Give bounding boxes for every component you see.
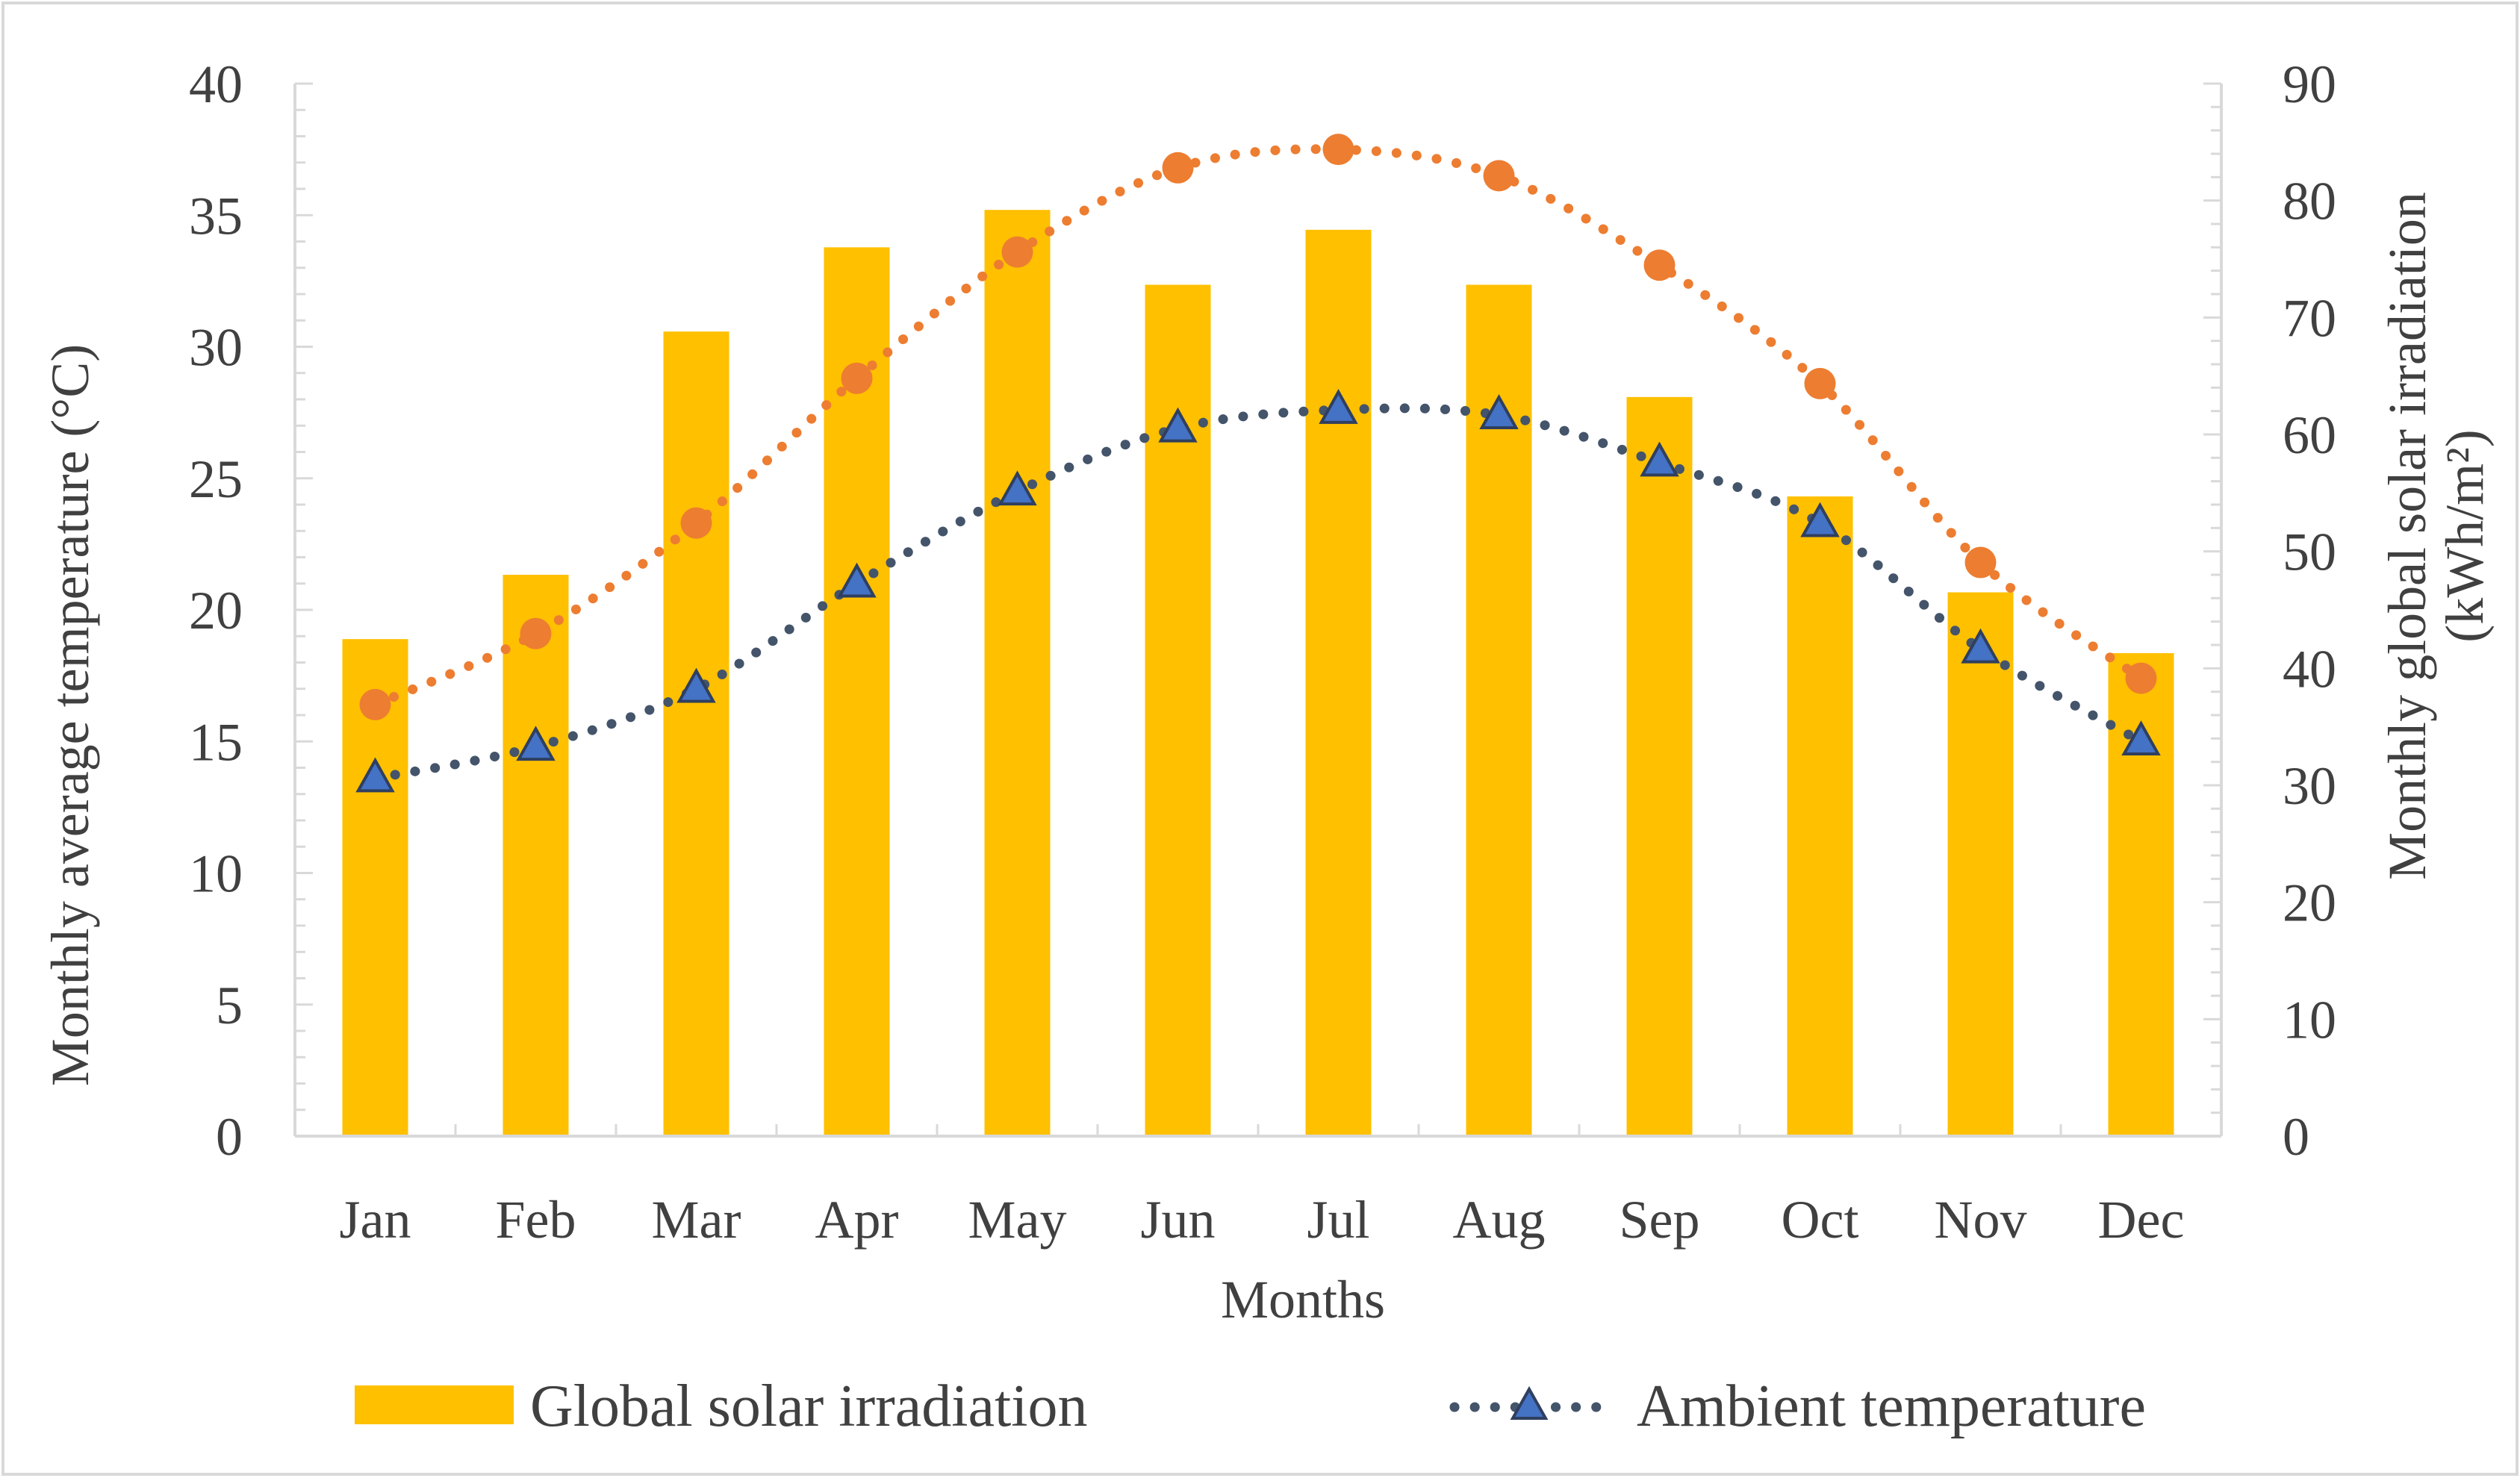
legend-label-ambient: Ambient temperature	[1637, 1374, 2146, 1439]
right-tick-label: 70	[2283, 288, 2336, 348]
legend: Global solar irradiation Ambient tempera…	[355, 1374, 2146, 1439]
right-tick-label: 90	[2283, 54, 2336, 114]
point-ambient-jan	[355, 757, 395, 793]
point-ambient-mar	[676, 667, 716, 703]
bar-mar	[663, 331, 729, 1137]
x-tick-label-dec: Dec	[2098, 1190, 2185, 1250]
legend-swatch-ambient-marker	[1510, 1385, 1549, 1420]
right-tick-label: 20	[2283, 873, 2336, 933]
point-orange-feb	[520, 617, 552, 649]
left-tick-label: 5	[216, 976, 243, 1035]
bar-jul	[1305, 229, 1372, 1136]
point-orange-oct	[1804, 367, 1836, 399]
point-ambient-dec	[2121, 720, 2161, 756]
left-tick-label: 0	[216, 1107, 243, 1167]
left-tick-label: 30	[189, 318, 243, 378]
point-orange-nov	[1964, 546, 1997, 579]
x-tick-label-jun: Jun	[1140, 1190, 1215, 1250]
x-tick-label-feb: Feb	[496, 1190, 576, 1250]
right-tick-label: 80	[2283, 172, 2336, 231]
left-tick-label: 35	[189, 186, 243, 246]
point-ambient-apr	[837, 562, 877, 598]
bar-may	[984, 210, 1051, 1137]
point-ambient-jun	[1158, 407, 1198, 443]
x-tick-label-jan: Jan	[340, 1190, 411, 1250]
left-tick-label: 20	[189, 581, 243, 640]
x-tick-label-may: May	[968, 1190, 1067, 1250]
point-orange-apr	[841, 362, 873, 394]
point-ambient-jul	[1319, 389, 1358, 424]
left-tick-label: 15	[189, 712, 243, 772]
right-tick-label: 50	[2283, 523, 2336, 582]
left-tick-label: 10	[189, 844, 243, 904]
point-orange-jun	[1162, 152, 1194, 184]
bar-jan	[342, 639, 408, 1136]
point-ambient-sep	[1640, 441, 1679, 477]
point-ambient-aug	[1479, 394, 1519, 429]
line-orange	[370, 144, 2146, 710]
bar-oct	[1787, 496, 1853, 1136]
bar-sep	[1626, 396, 1693, 1136]
left-tick-label: 40	[189, 54, 243, 114]
bar-feb	[503, 575, 569, 1136]
right-tick-label: 0	[2283, 1107, 2309, 1167]
legend-label-irradiation: Global solar irradiation	[530, 1374, 1087, 1439]
x-tick-label-apr: Apr	[815, 1190, 899, 1250]
point-orange-aug	[1483, 160, 1515, 192]
bar-apr	[824, 247, 890, 1136]
x-tick-label-mar: Mar	[652, 1190, 741, 1250]
legend-swatch-irradiation	[355, 1385, 514, 1424]
right-tick-label: 10	[2283, 990, 2336, 1050]
point-orange-mar	[680, 507, 712, 539]
x-tick-label-nov: Nov	[1935, 1190, 2027, 1250]
right-axis-title-line1: Monthly global solar irradiation	[2377, 192, 2437, 880]
x-axis-title: Months	[1221, 1270, 1385, 1329]
point-ambient-oct	[1800, 502, 1840, 537]
x-tick-label-sep: Sep	[1620, 1190, 1700, 1250]
point-ambient-may	[998, 470, 1037, 506]
bar-nov	[1947, 592, 2014, 1136]
point-ambient-nov	[1961, 628, 2000, 664]
right-tick-label: 40	[2283, 639, 2336, 699]
point-orange-jan	[359, 688, 391, 720]
left-axis-title: Monthly average temperature (°C)	[40, 344, 100, 1086]
x-tick-label-oct: Oct	[1782, 1190, 1859, 1250]
point-orange-dec	[2125, 662, 2157, 694]
left-tick-label: 25	[189, 449, 243, 509]
point-orange-jul	[1322, 134, 1354, 166]
point-ambient-feb	[516, 726, 556, 761]
right-tick-label: 60	[2283, 405, 2336, 465]
right-tick-label: 30	[2283, 756, 2336, 816]
x-tick-label-jul: Jul	[1307, 1190, 1369, 1250]
point-orange-sep	[1643, 249, 1676, 281]
x-tick-label-aug: Aug	[1453, 1190, 1546, 1250]
right-axis-title-line2: (kWh/m²)	[2435, 429, 2495, 643]
point-orange-may	[1001, 236, 1033, 268]
